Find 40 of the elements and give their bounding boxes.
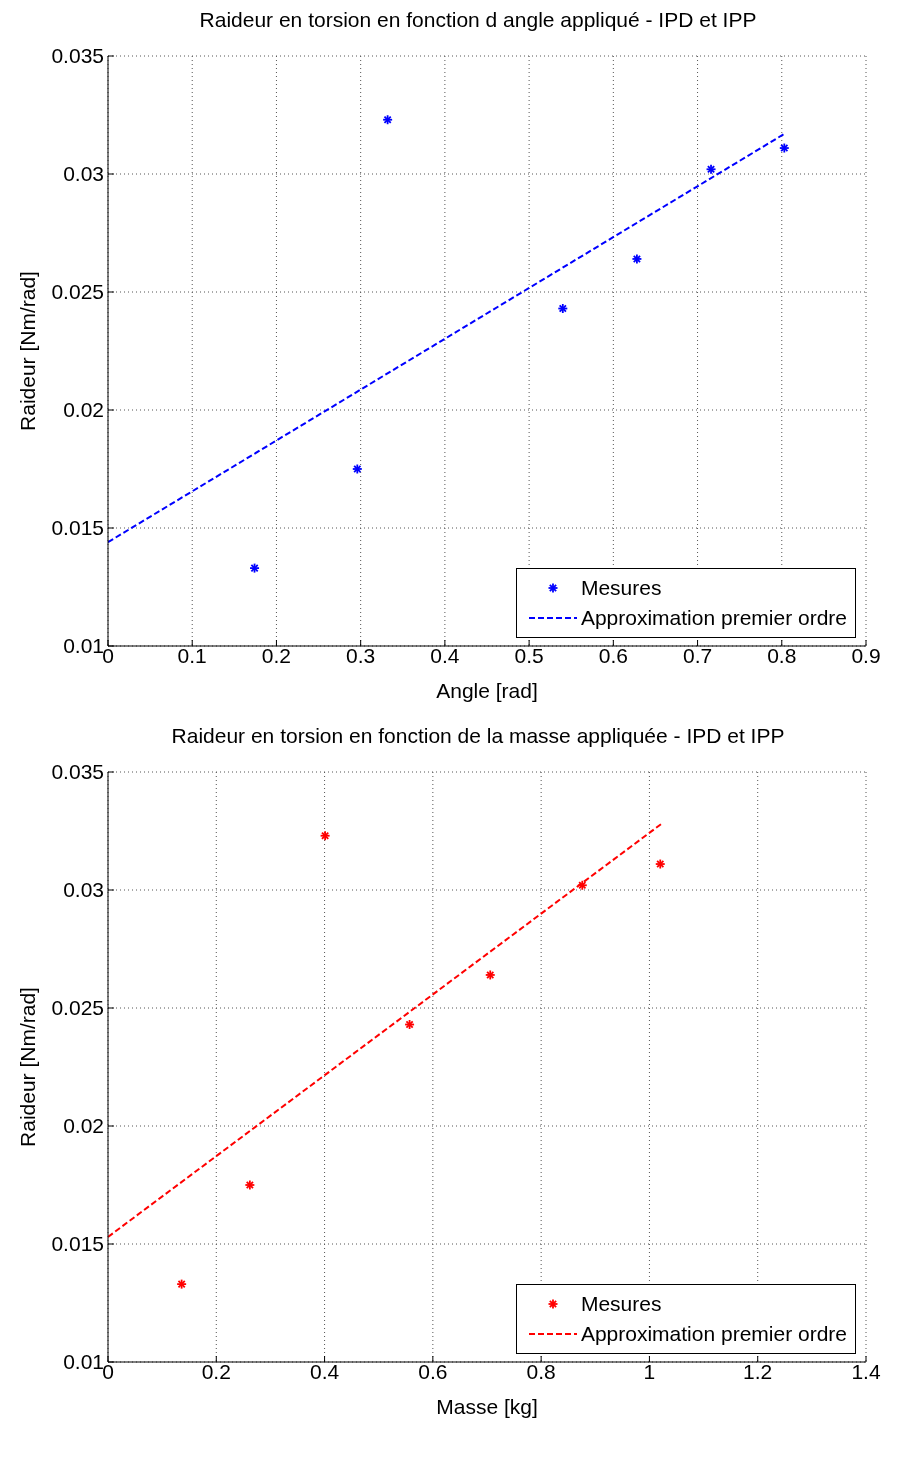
x-tick-label: 0.2 [261,643,292,667]
legend-label: Mesures [580,576,662,600]
legend-label: Approximation premier ordre [580,606,847,630]
x-tick-label: 1 [643,1359,656,1383]
y-axis-title: Raideur [Nm/rad] [16,271,40,431]
y-tick-label: 0.025 [51,280,104,304]
y-tick-label: 0.03 [63,162,104,186]
x-tick-label: 0.7 [682,643,713,667]
chart-title: Raideur en torsion en fonction de la masse appliquée - IPD et IPP [170,724,786,749]
x-tick-label: 0.8 [526,1359,556,1383]
x-tick-label: 0 [102,1359,114,1383]
y-tick-label: 0.025 [51,996,104,1020]
legend-label: Mesures [580,1292,662,1316]
x-tick-label: 1.2 [743,1359,773,1383]
legend-label: Approximation premier ordre [580,1322,847,1346]
y-tick-label: 0.02 [63,1114,104,1138]
y-tick-label: 0.015 [51,516,104,540]
y-tick-label: 0.035 [51,44,104,68]
x-axis-title: Masse [kg] [436,1395,538,1418]
x-tick-label: 0.2 [201,1359,231,1383]
y-tick-label: 0.035 [51,760,104,784]
x-tick-label: 0.9 [851,643,881,667]
x-tick-label: 0.3 [346,643,376,667]
y-tick-label: 0.03 [63,878,104,902]
y-tick-label: 0.02 [63,398,104,422]
y-tick-label: 0.01 [63,634,104,658]
y-tick-label: 0.015 [51,1232,104,1256]
x-tick-label: 1.4 [851,1359,881,1383]
x-tick-label: 0.5 [514,643,544,667]
x-axis-title: Angle [rad] [436,679,538,702]
x-tick-label: 0.4 [309,1359,340,1383]
x-tick-label: 0.4 [430,643,460,667]
x-tick-label: 0.1 [177,643,207,667]
x-tick-label: 0 [102,643,114,667]
chart-title: Raideur en torsion en fonction d angle appliqué - IPD et IPP [198,8,758,33]
x-tick-label: 0.6 [418,1359,448,1383]
x-tick-label: 0.8 [767,643,797,667]
y-axis-title: Raideur [Nm/rad] [16,987,40,1147]
y-tick-label: 0.01 [63,1350,104,1374]
x-tick-label: 0.6 [598,643,628,667]
